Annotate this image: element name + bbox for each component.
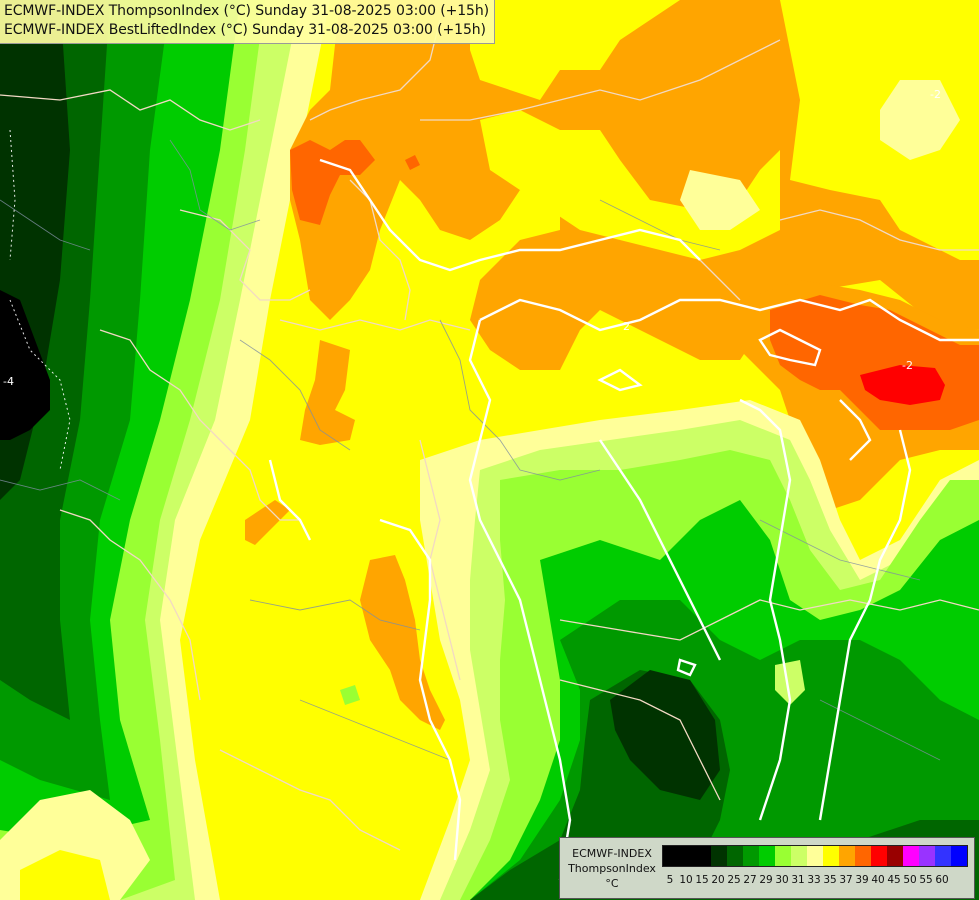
legend-tick-label: 5: [666, 874, 674, 886]
legend-swatch: [839, 846, 855, 866]
legend-swatch: [711, 846, 727, 866]
legend-tick-label: 20: [711, 874, 725, 886]
legend-unit-label: °C: [605, 877, 619, 890]
zone-black: [0, 290, 50, 440]
region-borders: [0, 139, 941, 761]
legend-model-label: ECMWF-INDEX: [572, 847, 652, 860]
country-borders: [0, 19, 979, 851]
legend-swatch: [887, 846, 903, 866]
legend-swatch: [935, 846, 951, 866]
title-best-lifted-index: ECMWF-INDEX BestLiftedIndex (°C) Sunday …: [4, 22, 486, 38]
legend-tick-label: 37: [839, 874, 853, 886]
legend-tick-label: 33: [807, 874, 821, 886]
contour-label-neg2-b: -2: [930, 88, 941, 101]
zone-orange-south: [360, 555, 445, 730]
zone-red-dot: [405, 155, 420, 170]
lifted-index-contours: [268, 158, 979, 881]
legend-tick-label: 27: [743, 874, 757, 886]
contour-label-2: 2: [623, 320, 630, 333]
legend-swatch: [727, 846, 743, 866]
legend-swatch: [823, 846, 839, 866]
legend-tick-label: 39: [855, 874, 869, 886]
legend-parameter-label: ThompsonIndex: [568, 862, 656, 875]
legend-swatch: [775, 846, 791, 866]
contour-label-neg2-a: -2: [902, 359, 913, 372]
zone-darkest-green-se: [610, 670, 720, 800]
legend-swatch: [919, 846, 935, 866]
legend-swatch: [951, 846, 967, 866]
legend-tick-label: [950, 874, 966, 886]
legend-swatch: [791, 846, 807, 866]
zone-orange-small: [245, 500, 290, 545]
legend-swatch: [855, 846, 871, 866]
legend-swatch: [695, 846, 711, 866]
legend-swatch: [679, 846, 695, 866]
legend-tick-label: 50: [903, 874, 917, 886]
contour-label-neg4: -4: [3, 375, 14, 388]
map-title-box: ECMWF-INDEX ThompsonIndex (°C) Sunday 31…: [0, 0, 495, 44]
legend-tick-label: 55: [919, 874, 933, 886]
legend-swatch: [663, 846, 679, 866]
zone-bright-spot-2: [340, 685, 360, 705]
legend-swatch: [871, 846, 887, 866]
legend-tick-label: 45: [887, 874, 901, 886]
zone-bright-spot: [775, 660, 805, 705]
legend-tick-label: 10: [679, 874, 693, 886]
zone-orange-center-w: [300, 340, 355, 445]
legend-color-scale: [662, 845, 968, 867]
legend-tick-label: 29: [759, 874, 773, 886]
dotted-contours: [9, 129, 71, 471]
legend-swatch: [903, 846, 919, 866]
zone-deep-red-east: [860, 365, 945, 405]
color-legend: ECMWF-INDEX ThompsonIndex °C 5 10 15 20 25 27…: [559, 837, 975, 899]
legend-swatch: [759, 846, 775, 866]
legend-tick-label: 31: [791, 874, 805, 886]
zone-pale-center: [680, 170, 760, 230]
legend-tick-label: 25: [727, 874, 741, 886]
zone-red-west: [290, 140, 375, 225]
title-thompson-index: ECMWF-INDEX ThompsonIndex (°C) Sunday 31…: [4, 3, 489, 19]
legend-tick-label: 15: [695, 874, 709, 886]
legend-tick-label: 60: [935, 874, 949, 886]
zone-bl-yellow: [20, 850, 110, 900]
legend-swatch: [807, 846, 823, 866]
legend-tick-label: 30: [775, 874, 789, 886]
legend-tick-label: 40: [871, 874, 885, 886]
legend-swatch: [743, 846, 759, 866]
zone-pale-ne: [880, 80, 960, 160]
legend-tick-label: 35: [823, 874, 837, 886]
legend-tick-labels: 5 10 15 20 25 27 29 30 31 33 35 37 39 40 45 50 55 60: [662, 874, 966, 886]
